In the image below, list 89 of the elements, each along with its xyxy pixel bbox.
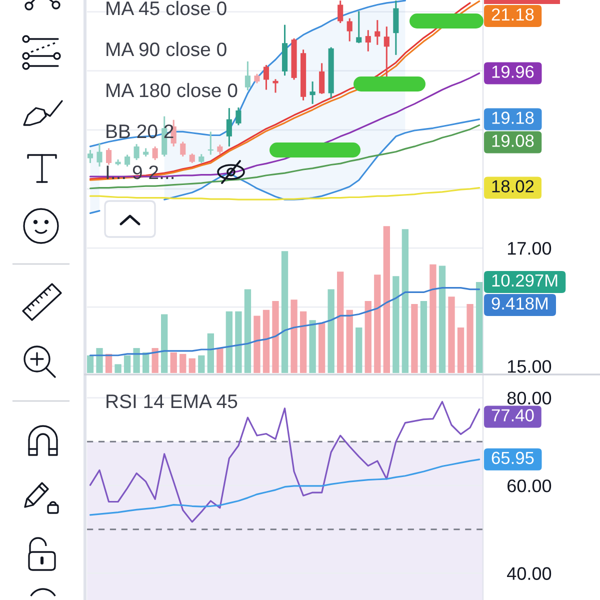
bar — [216, 348, 224, 373]
bar — [392, 276, 400, 373]
candlestick — [244, 60, 250, 92]
bar — [402, 229, 409, 373]
bar — [420, 301, 428, 373]
annotation: MA 45 close 0 — [106, 0, 226, 16]
bar — [383, 226, 390, 373]
candlestick — [152, 146, 158, 161]
bar — [356, 327, 362, 373]
candlestick — [338, 0, 344, 24]
data-label: 21.18 — [492, 8, 534, 21]
candlestick — [263, 64, 270, 91]
candlestick — [124, 154, 130, 168]
bar — [152, 348, 158, 373]
bar — [87, 355, 94, 373]
text: 9.418M — [492, 297, 548, 310]
candlestick — [374, 19, 380, 46]
bar — [328, 289, 334, 373]
candlestick — [189, 152, 195, 164]
bar — [364, 301, 372, 373]
annotation: MA 90 close 0 — [106, 42, 226, 56]
data-label: 18.02 — [492, 180, 534, 192]
y-tick-label: 40.00 — [507, 567, 552, 580]
bar — [114, 364, 122, 373]
bar — [457, 327, 464, 373]
bar — [161, 314, 168, 373]
bar — [226, 311, 233, 373]
y-tick-label: 17.00 — [508, 242, 552, 255]
candlestick — [87, 149, 94, 164]
line-series — [89, 186, 480, 200]
bar — [430, 264, 436, 373]
bar — [170, 352, 177, 373]
bar — [300, 311, 307, 373]
bar — [476, 282, 483, 373]
candlestick — [106, 147, 112, 166]
bar — [448, 296, 455, 373]
y-tick-label: 15.00 — [508, 360, 552, 373]
data-label: 19.08 — [492, 134, 534, 147]
candlestick — [226, 107, 232, 148]
bar — [466, 304, 474, 373]
y-tick-label: 60.00 — [508, 479, 552, 492]
bar — [318, 323, 326, 373]
bar — [133, 348, 140, 373]
bar — [290, 300, 298, 373]
bar — [198, 355, 205, 373]
candlestick — [310, 80, 316, 105]
candlestick — [272, 78, 278, 94]
text: 10.297M — [492, 274, 558, 287]
data-label: 19.18 — [492, 112, 534, 124]
bar — [96, 348, 103, 373]
annotation: MA 180 close 0 — [106, 82, 238, 98]
bar — [254, 316, 260, 373]
line-series — [89, 458, 480, 516]
candlestick — [356, 10, 362, 44]
bar — [411, 304, 418, 373]
line-series — [89, 124, 480, 190]
data-label: 65.95 — [492, 452, 534, 464]
candlestick — [180, 140, 186, 158]
bar — [272, 301, 279, 373]
candlestick — [346, 18, 352, 42]
annotation: BB 20 2 — [106, 124, 174, 138]
bar — [142, 352, 150, 373]
bar — [374, 274, 381, 373]
candlestick — [365, 29, 371, 52]
bar — [281, 251, 288, 373]
line-series — [89, 0, 406, 148]
candlestick — [134, 143, 140, 161]
candlestick — [236, 106, 242, 126]
candlestick — [217, 144, 223, 155]
annotation: RSI 14 EMA 45 — [106, 394, 238, 408]
data-label: 77.40 — [492, 409, 534, 422]
bar — [235, 311, 242, 373]
bar — [244, 289, 252, 373]
bar — [438, 266, 446, 373]
candlestick — [96, 142, 102, 168]
y-tick-label: 80.00 — [507, 392, 552, 405]
candlestick — [319, 62, 325, 95]
data-label: 19.96 — [492, 66, 534, 78]
candlestick — [384, 26, 390, 78]
bar — [188, 358, 196, 373]
bar — [180, 354, 186, 373]
bar — [262, 310, 270, 373]
bar — [337, 272, 344, 373]
line-series — [89, 72, 480, 178]
bar — [309, 320, 316, 373]
bar — [346, 310, 353, 373]
bar — [207, 333, 214, 373]
candlestick — [254, 73, 260, 84]
bar — [124, 355, 131, 373]
